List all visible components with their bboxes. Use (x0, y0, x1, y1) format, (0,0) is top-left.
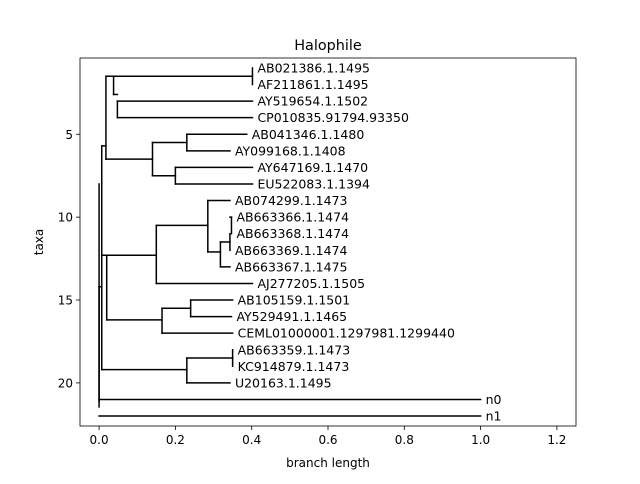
x-tick-label: 1.0 (471, 433, 490, 447)
leaf-label: AJ277205.1.1505 (257, 276, 365, 291)
x-axis: 0.0 0.2 0.4 0.6 0.8 1.0 1.2 (90, 426, 566, 447)
leaf-label: AF211861.1.1495 (257, 77, 368, 92)
leaf-label: CP010835.91794.93350 (257, 110, 409, 125)
leaf-label: CEML01000001.1297981.1299440 (238, 326, 455, 341)
y-tick-label: 10 (58, 211, 73, 225)
x-tick-label: 0.8 (395, 433, 414, 447)
leaf-label: AB663366.1.1474 (236, 210, 349, 225)
leaf-label: AY099168.1.1408 (235, 143, 346, 158)
chart-title: Halophile (294, 38, 362, 54)
leaf-label: AY519654.1.1502 (257, 94, 368, 109)
leaf-label: AB074299.1.1473 (235, 193, 348, 208)
y-axis: 5 10 15 20 (58, 128, 80, 390)
leaf-label: AY647169.1.1470 (257, 160, 368, 175)
leaf-label: AB663369.1.1474 (235, 243, 348, 258)
leaf-label: AB663367.1.1475 (235, 259, 348, 274)
tree-branches (98, 67, 482, 417)
y-tick-label: 15 (58, 294, 73, 308)
x-tick-label: 0.4 (242, 433, 261, 447)
x-tick-label: 0.0 (90, 433, 109, 447)
x-axis-label: branch length (286, 456, 370, 470)
leaf-label: AB105159.1.1501 (238, 293, 351, 308)
leaf-label: EU522083.1.1394 (257, 176, 370, 191)
leaf-label: KC914879.1.1473 (238, 359, 350, 374)
leaf-label: AB021386.1.1495 (257, 60, 370, 75)
y-tick-label: 5 (65, 128, 73, 142)
leaf-label: n1 (486, 409, 502, 424)
leaf-label: AY529491.1.1465 (236, 309, 347, 324)
leaf-label: AB663368.1.1474 (236, 226, 349, 241)
x-tick-label: 0.6 (318, 433, 337, 447)
y-tick-label: 20 (58, 376, 73, 390)
x-tick-label: 1.2 (547, 433, 566, 447)
x-tick-label: 0.2 (166, 433, 185, 447)
leaf-label: AB663359.1.1473 (238, 342, 351, 357)
leaf-label: AB041346.1.1480 (252, 127, 365, 142)
leaf-labels: AB021386.1.1495 AF211861.1.1495 AY519654.1… (235, 60, 502, 423)
leaf-label: n0 (486, 392, 502, 407)
leaf-label: U20163.1.1495 (235, 375, 332, 390)
y-axis-label: taxa (32, 229, 46, 256)
